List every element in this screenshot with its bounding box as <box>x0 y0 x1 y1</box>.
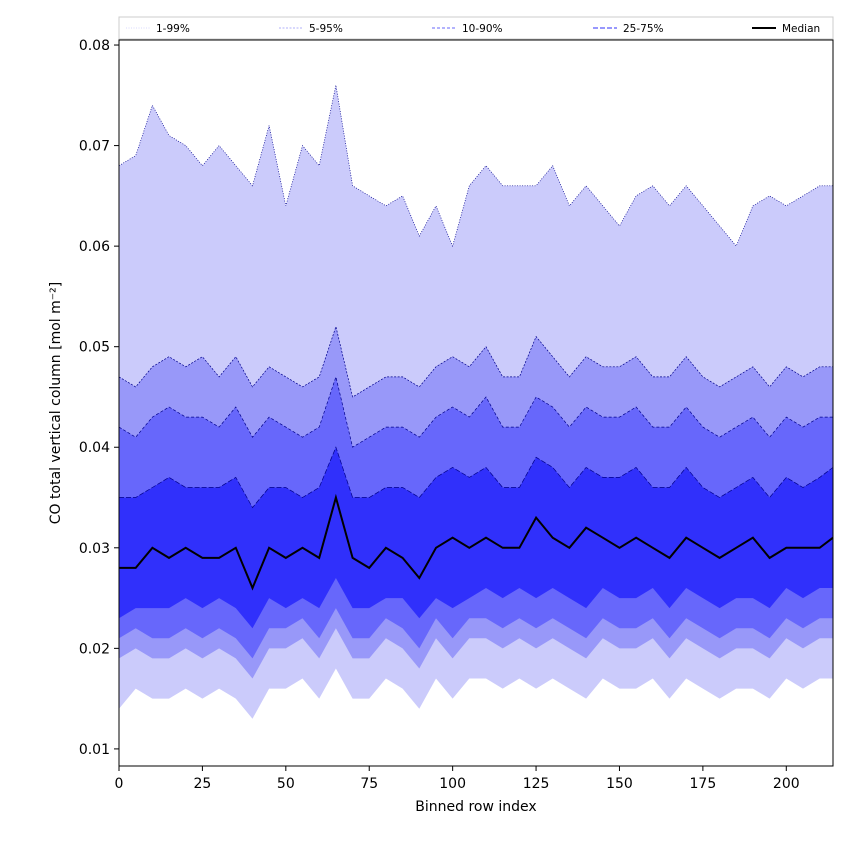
y-tick-label: 0.08 <box>79 38 110 54</box>
y-tick-label: 0.03 <box>79 541 110 557</box>
x-axis-title: Binned row index <box>415 799 536 815</box>
legend-box <box>118 16 834 40</box>
y-tick-label: 0.04 <box>79 440 110 456</box>
lines-layer <box>118 85 834 591</box>
y-tick-label: 0.06 <box>79 239 110 255</box>
x-axis-ticks: 0 25 50 75 100 125 150 175 200 <box>115 766 800 792</box>
y-tick-label: 0.02 <box>79 641 110 657</box>
x-tick-label: 0 <box>115 776 124 792</box>
band-5-to-95-upper-line <box>118 325 833 398</box>
band-25-to-75-upper-line <box>119 446 834 509</box>
y-tick-label: 0.01 <box>79 742 110 758</box>
legend-label: Median <box>782 23 820 35</box>
y-axis-title: CO total vertical column [mol m⁻²] <box>48 282 64 524</box>
bands-layer <box>119 85 833 719</box>
y-tick-label: 0.07 <box>79 139 110 155</box>
legend: 1-99% 5-95% 10-90% 25-75% Median <box>118 16 834 40</box>
y-tick-label: 0.05 <box>79 340 110 356</box>
legend-label: 25-75% <box>623 23 664 35</box>
x-tick-label: 50 <box>277 776 295 792</box>
median-line <box>119 493 834 591</box>
plot-frame <box>118 39 834 767</box>
x-tick-label: 175 <box>690 776 717 792</box>
x-tick-label: 150 <box>606 776 633 792</box>
band-25-to-75-area <box>119 447 833 629</box>
legend-label: 1-99% <box>156 23 190 35</box>
x-tick-label: 125 <box>523 776 550 792</box>
y-axis-ticks: 0.01 0.02 0.03 0.04 0.05 0.06 0.07 0.08 <box>79 38 119 758</box>
x-tick-label: 25 <box>193 776 211 792</box>
x-tick-label: 75 <box>360 776 378 792</box>
legend-label: 5-95% <box>309 23 343 35</box>
x-tick-label: 100 <box>439 776 466 792</box>
band-10-to-90-upper-line <box>118 375 833 448</box>
x-tick-label: 200 <box>773 776 800 792</box>
legend-label: 10-90% <box>462 23 503 35</box>
